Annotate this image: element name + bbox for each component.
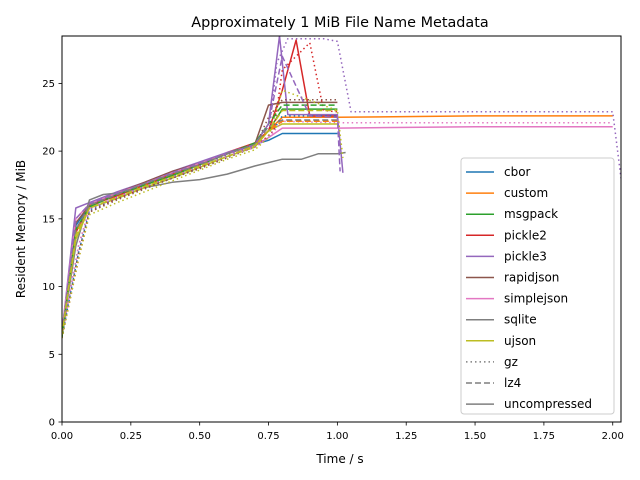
x-tick-label: 2.00 [602, 431, 624, 442]
plot-frame [61, 35, 622, 423]
series-line-ujson-uncompressed [62, 123, 338, 335]
x-tick-label: 0.75 [257, 431, 279, 442]
series-line-cbor-gz [62, 115, 338, 337]
legend-label-simplejson: simplejson [504, 292, 568, 306]
series-line-pickle3-uncompressed [62, 36, 344, 333]
series-line-msgpack-lz4 [62, 104, 338, 337]
y-tick-label: 10 [42, 282, 55, 293]
chart-title: Approximately 1 MiB File Name Metadata [191, 15, 488, 31]
legend-label-rapidjson: rapidjson [504, 271, 559, 285]
legend-label-gz: gz [504, 355, 518, 369]
legend-label-pickle2: pickle2 [504, 228, 547, 242]
y-tick-label: 15 [42, 214, 55, 225]
series-line-rapidjson-gz [62, 98, 338, 339]
series-line-custom-lz4 [62, 120, 338, 336]
series-line-rapidjson-uncompressed [62, 101, 338, 335]
y-tick-label: 0 [49, 418, 55, 429]
legend: cbor custom msgpack pickle2 pickle3 rapidjson… [460, 157, 615, 415]
legend-label-msgpack: msgpack [504, 207, 558, 221]
x-tick-label: 1.50 [464, 431, 486, 442]
x-tick-label: 0.25 [120, 431, 142, 442]
x-axis: 0.00 0.25 0.50 0.75 1.00 1.25 1.50 1.75 2.00 [51, 422, 624, 442]
x-axis-label: Time / s [315, 452, 363, 466]
legend-label-sqlite: sqlite [504, 313, 537, 327]
legend-label-custom: custom [504, 186, 548, 200]
series-line-ujson-lz4 [62, 109, 338, 336]
x-tick-label: 1.75 [533, 431, 555, 442]
legend-label-cbor: cbor [504, 165, 531, 179]
x-tick-label: 0.00 [51, 431, 73, 442]
x-tick-label: 0.50 [189, 431, 211, 442]
legend-box [460, 157, 615, 415]
legend-label-pickle3: pickle3 [504, 249, 547, 263]
y-tick-label: 25 [42, 79, 55, 90]
series-line-pickle2-gz [62, 42, 338, 339]
x-tick-label: 1.00 [326, 431, 348, 442]
y-axis-label: Resident Memory / MiB [14, 160, 28, 298]
series-line-sqlite-uncompressed [62, 151, 346, 336]
legend-label-lz4: lz4 [504, 376, 521, 390]
y-axis: 0 5 10 15 20 25 [42, 79, 62, 429]
legend-label-uncompressed: uncompressed [504, 397, 592, 411]
series-line-pickle3-lz4 [62, 55, 341, 335]
series-line-ujson-gz [62, 89, 344, 339]
y-tick-label: 5 [49, 350, 55, 361]
legend-label-ujson: ujson [504, 334, 536, 348]
x-tick-label: 1.25 [395, 431, 417, 442]
y-tick-label: 20 [42, 147, 55, 158]
series-line-sqlite-lz4 [62, 119, 338, 335]
series-line-pickle2-uncompressed [62, 39, 338, 336]
series-line-msgpack-uncompressed [62, 108, 338, 337]
